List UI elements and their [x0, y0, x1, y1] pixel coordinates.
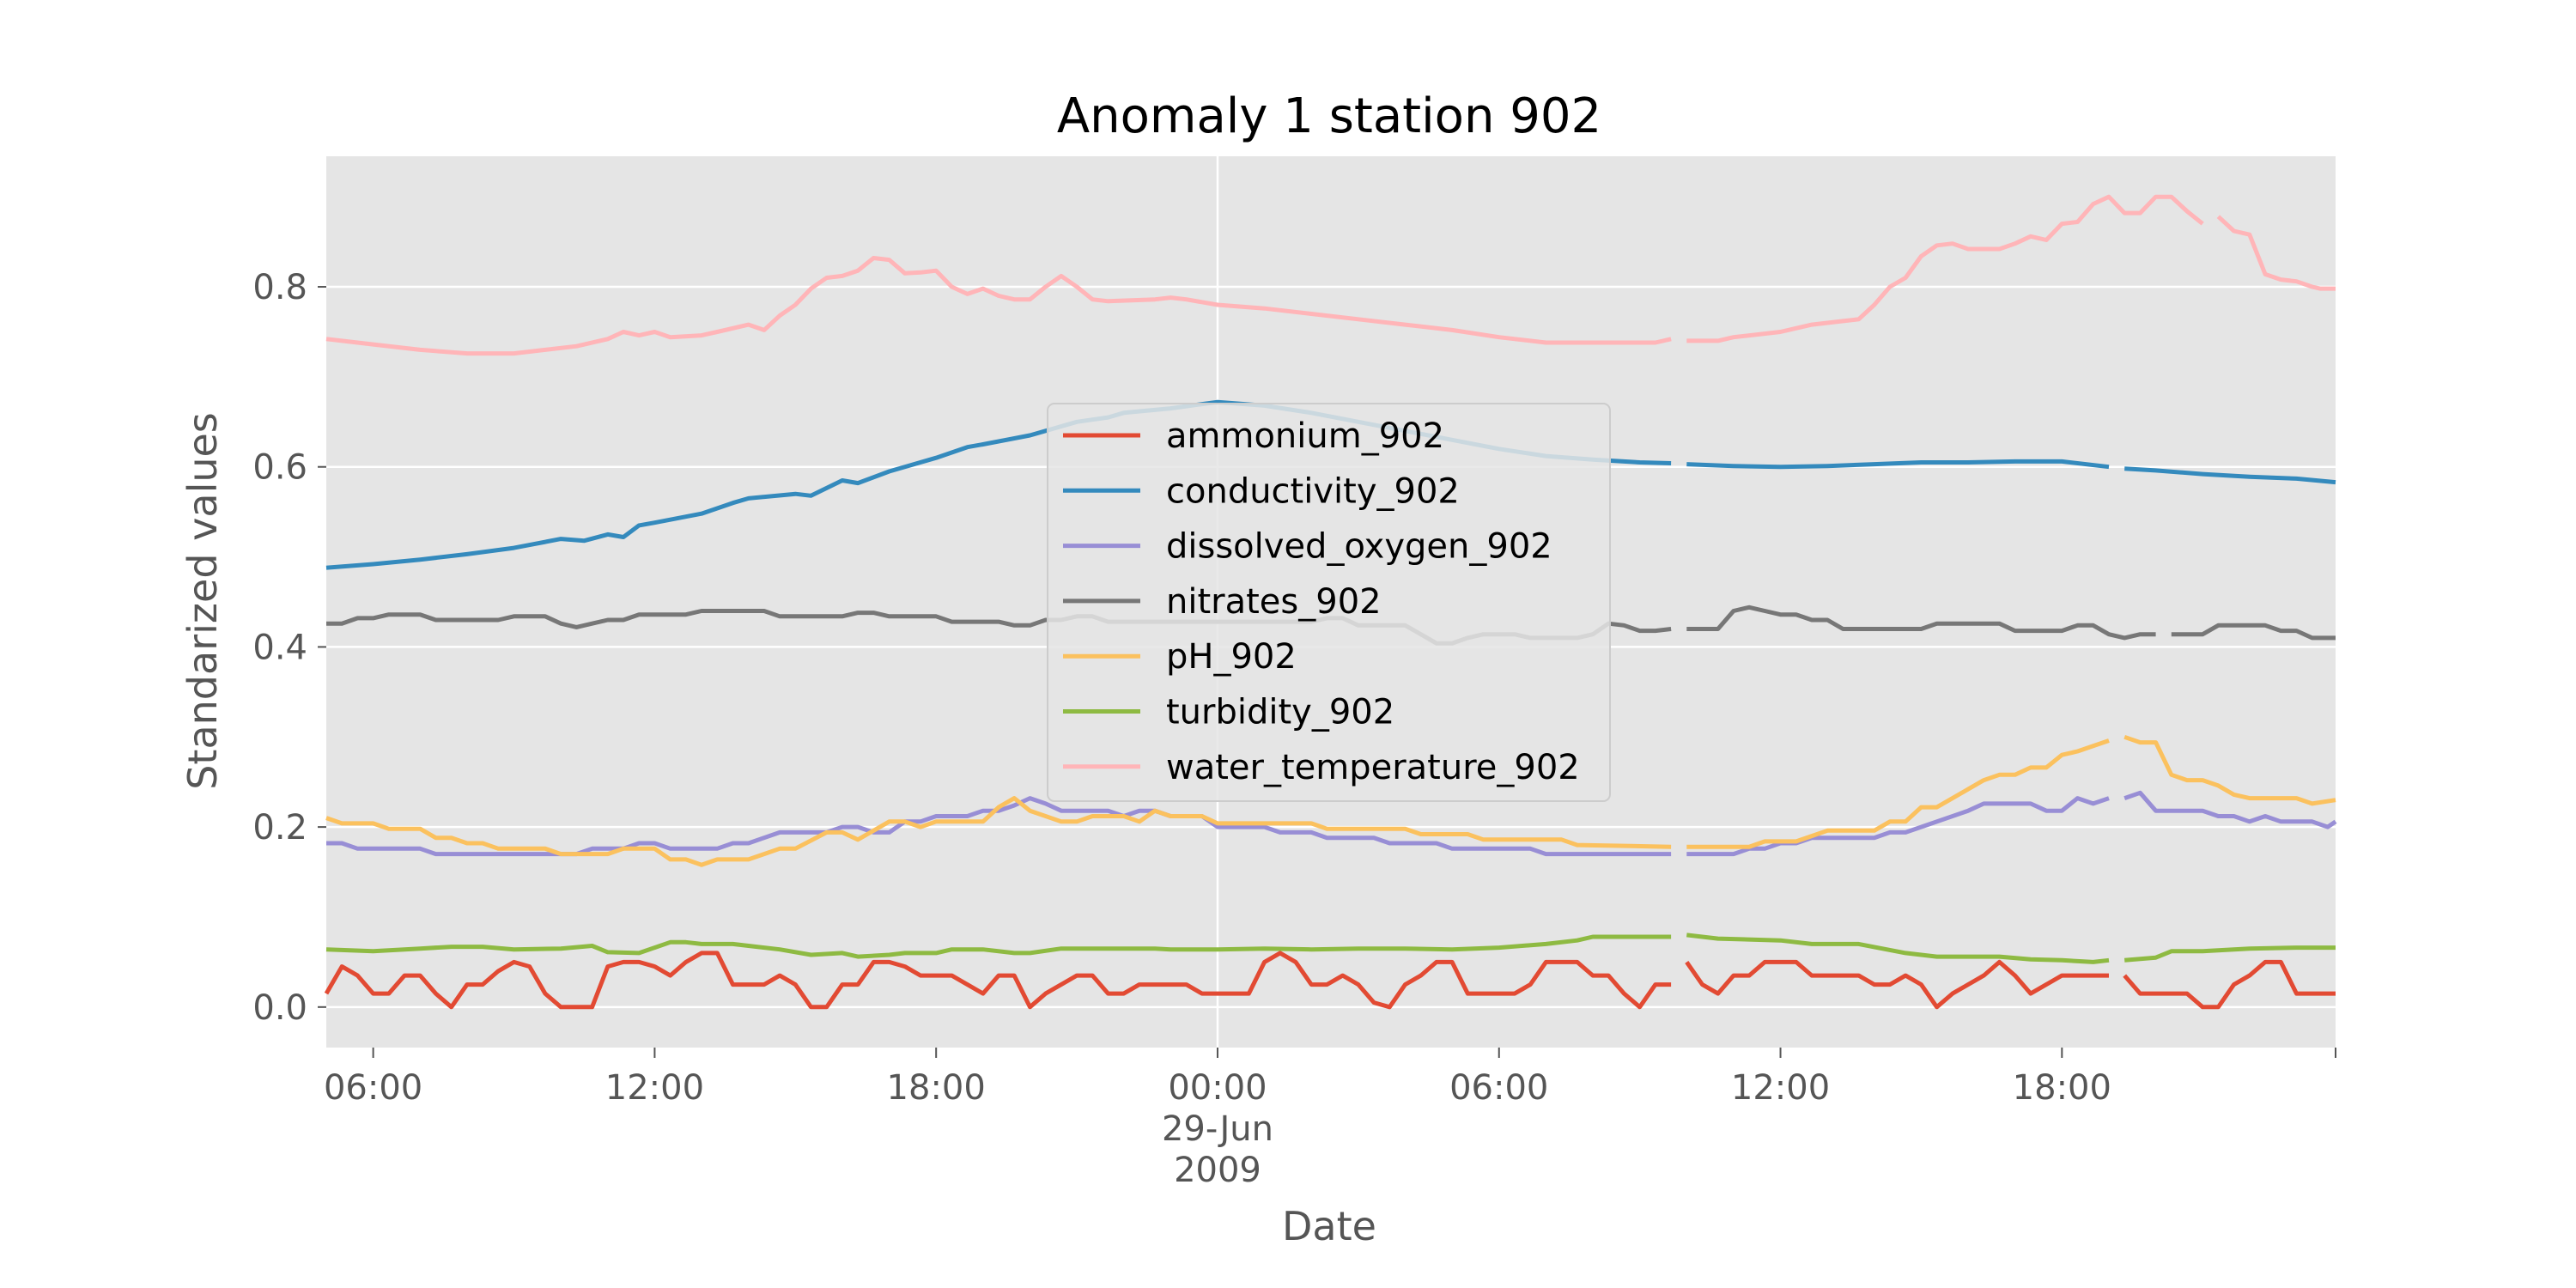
x-tick-label: 06:00	[1449, 1068, 1548, 1108]
y-tick-label: 0.2	[252, 808, 307, 848]
y-tick-label: 0.6	[252, 448, 307, 488]
y-tick-label: 0.4	[252, 628, 307, 667]
series-layer	[324, 194, 2337, 1010]
x-tick-label: 18:00	[2013, 1068, 2111, 1108]
series-line-dissolved_oxygen_902	[326, 790, 2337, 857]
y-axis-label: Standarized values	[179, 412, 226, 790]
x-tick-label: 18:00	[887, 1068, 986, 1108]
x-axis-label: Date	[1282, 1203, 1376, 1249]
x-tick-label: 12:00	[1731, 1068, 1830, 1108]
legend-label-turbidity_902: turbidity_902	[1166, 693, 1394, 732]
chart-title: Anomaly 1 station 902	[1057, 88, 1601, 144]
x-tick-label: 12:00	[605, 1068, 704, 1108]
legend-label-pH_902: pH_902	[1166, 637, 1297, 677]
x-tick-label: 2009	[1174, 1151, 1261, 1190]
y-tick-label: 0.0	[252, 988, 307, 1028]
y-axis: 0.0 0.2 0.4 0.6 0.8	[252, 268, 326, 1028]
series-line-ammonium_902	[324, 951, 2336, 1010]
legend-box	[1047, 403, 1611, 802]
legend-label-ammonium_902: ammonium_902	[1166, 416, 1444, 456]
x-tick-label: 29-Jun	[1162, 1109, 1273, 1149]
x-tick-label: 00:00	[1168, 1068, 1267, 1108]
legend-label-dissolved_oxygen_902: dissolved_oxygen_902	[1166, 527, 1552, 567]
legend-label-water_temperature_902: water_temperature_902	[1166, 748, 1580, 787]
y-tick-label: 0.8	[252, 268, 307, 307]
legend-label-nitrates_902: nitrates_902	[1166, 582, 1382, 622]
series-line-turbidity_902	[325, 933, 2336, 964]
legend-label-conductivity_902: conductivity_902	[1166, 471, 1460, 511]
series-line-water_temperature_902	[325, 194, 2336, 356]
series-line-pH_902	[325, 734, 2336, 867]
x-tick-label: 06:00	[324, 1068, 422, 1108]
legend: ammonium_902 conductivity_902 dissolved_ox…	[1047, 403, 1611, 802]
